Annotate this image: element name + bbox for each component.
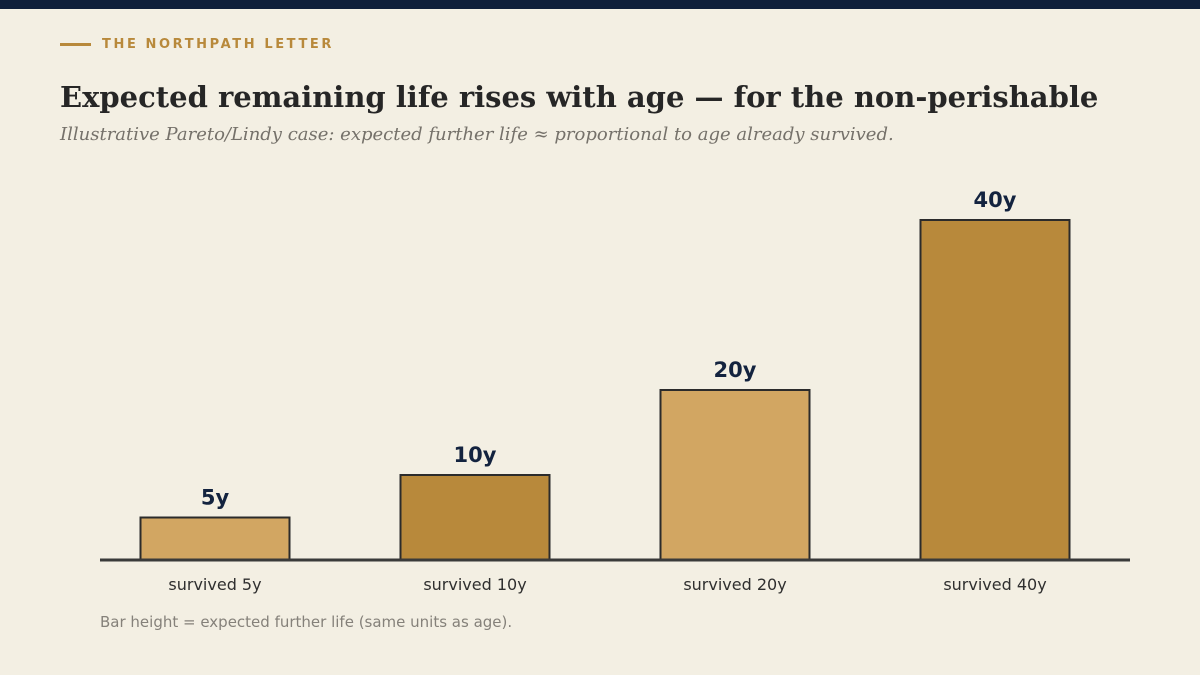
category-label: survived 20y [683,575,786,594]
bar-group [139,219,1071,561]
page-subtitle: Illustrative Pareto/Lindy case: expected… [60,124,894,145]
category-label-group: survived 5y survived 10y survived 20y survi… [168,575,1046,594]
bar-survived-10y [399,474,551,561]
top-accent-bar [0,0,1200,9]
category-label: survived 40y [943,575,1046,594]
bar-survived-20y [659,389,811,561]
chart-footnote: Bar height = expected further life (same… [100,613,513,631]
bar-survived-5y [139,516,291,561]
value-label: 10y [454,443,497,467]
brand-header: THE NORTHPATH LETTER [60,37,334,52]
value-label-group: 5y 10y 20y 40y [201,188,1017,510]
category-label: survived 10y [423,575,526,594]
value-label: 5y [201,486,230,510]
value-label: 20y [714,358,757,382]
category-label: survived 5y [168,575,261,594]
bar-survived-40y [919,219,1071,561]
brand-rule [60,43,91,46]
value-label: 40y [974,188,1017,212]
brand-name: THE NORTHPATH LETTER [102,37,335,52]
page-title: Expected remaining life rises with age —… [60,80,1099,114]
